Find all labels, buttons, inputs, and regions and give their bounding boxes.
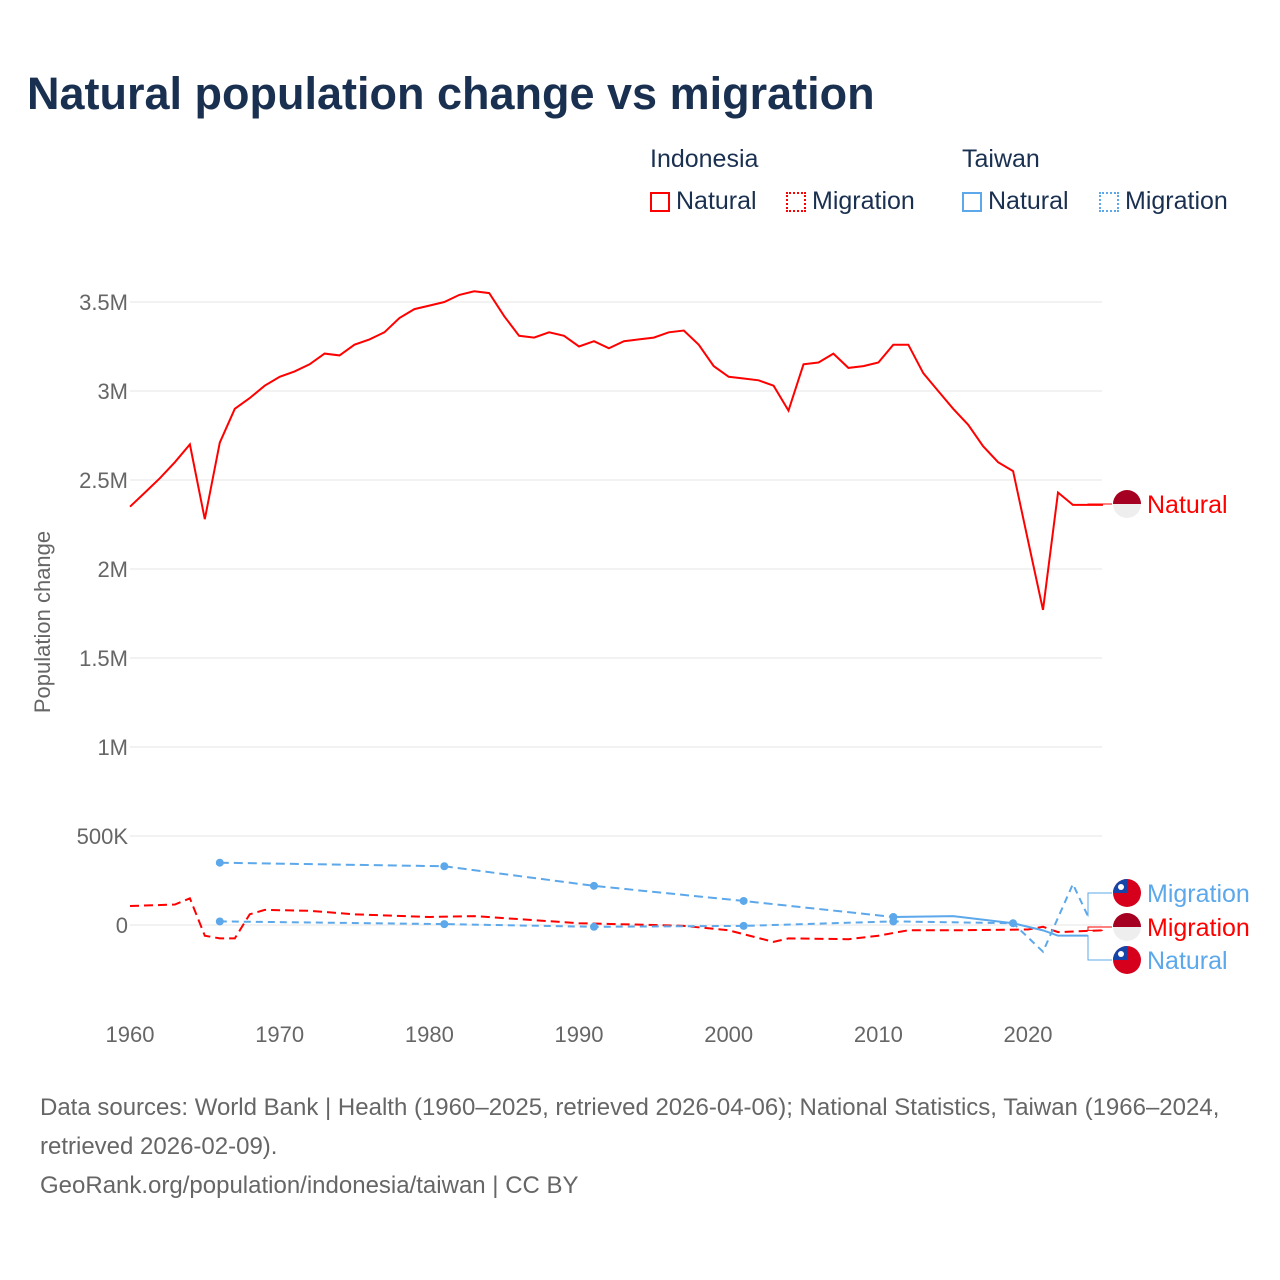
series-line-taiwan-migration bbox=[219, 881, 1089, 954]
legend-indonesia-migration[interactable]: Migration bbox=[786, 187, 915, 216]
x-tick-label: 1990 bbox=[555, 1022, 604, 1047]
x-tick-label: 1980 bbox=[405, 1022, 454, 1047]
data-point bbox=[589, 922, 598, 931]
legend-group-taiwan: Taiwan bbox=[962, 145, 1040, 173]
indonesia-flag-icon bbox=[1113, 913, 1141, 927]
legend-swatch-dotted bbox=[786, 192, 806, 212]
taiwan-flag-sun-icon bbox=[1118, 884, 1124, 890]
footer: Data sources: World Bank | Health (1960–… bbox=[40, 1088, 1250, 1205]
y-tick-label: 2.5M bbox=[79, 468, 128, 493]
legend-swatch-dotted bbox=[1099, 192, 1119, 212]
x-tick-label: 1960 bbox=[106, 1022, 155, 1047]
attribution-link[interactable]: GeoRank.org/population/indonesia/taiwan … bbox=[40, 1172, 579, 1199]
legend-group-indonesia: Indonesia bbox=[650, 145, 759, 173]
legend-label: Natural bbox=[676, 187, 757, 215]
data-sources: Data sources: World Bank | Health (1960–… bbox=[40, 1094, 1220, 1160]
x-tick-label: 2000 bbox=[704, 1022, 753, 1047]
data-point bbox=[739, 896, 748, 905]
series-end-label: Migration bbox=[1147, 914, 1250, 942]
legend-swatch-solid bbox=[650, 192, 670, 212]
series-end-label: Natural bbox=[1147, 491, 1228, 519]
taiwan-flag-sun-icon bbox=[1118, 951, 1124, 957]
y-tick-label: 1M bbox=[97, 735, 128, 760]
legend-label: Migration bbox=[1125, 187, 1228, 215]
series-line-taiwan-natural-gap bbox=[219, 861, 894, 918]
data-point bbox=[440, 862, 449, 871]
y-tick-label: 0 bbox=[116, 913, 128, 938]
indonesia-flag-icon bbox=[1113, 490, 1141, 504]
label-connector bbox=[1087, 935, 1112, 961]
data-point bbox=[889, 917, 898, 926]
data-point bbox=[589, 881, 598, 890]
legend-label: Migration bbox=[812, 187, 915, 215]
series-line-taiwan-natural bbox=[893, 915, 1088, 937]
chart-title: Natural population change vs migration bbox=[27, 68, 875, 119]
x-tick-label: 2020 bbox=[1004, 1022, 1053, 1047]
y-tick-label: 2M bbox=[97, 557, 128, 582]
series-line-indonesia-natural bbox=[129, 290, 1103, 611]
label-connector bbox=[1087, 892, 1112, 917]
y-tick-label: 3M bbox=[97, 379, 128, 404]
y-tick-label: 3.5M bbox=[79, 290, 128, 315]
indonesia-flag-icon bbox=[1113, 927, 1141, 941]
legend-label: Natural bbox=[988, 187, 1069, 215]
data-point bbox=[1009, 919, 1018, 928]
data-point bbox=[215, 858, 224, 867]
series-end-label: Natural bbox=[1147, 947, 1228, 975]
series-line-indonesia-migration bbox=[129, 896, 1103, 943]
series-end-label: Migration bbox=[1147, 880, 1250, 908]
y-tick-label: 1.5M bbox=[79, 646, 128, 671]
legend-swatch-solid bbox=[962, 192, 982, 212]
x-tick-label: 2010 bbox=[854, 1022, 903, 1047]
legend-indonesia-natural[interactable]: Natural bbox=[650, 187, 757, 216]
x-tick-label: 1970 bbox=[255, 1022, 304, 1047]
label-connector bbox=[1087, 926, 1112, 931]
legend-taiwan-natural[interactable]: Natural bbox=[962, 187, 1069, 216]
label-connector bbox=[1087, 503, 1112, 506]
legend-taiwan-migration[interactable]: Migration bbox=[1099, 187, 1228, 216]
data-point bbox=[440, 920, 449, 929]
data-point bbox=[215, 917, 224, 926]
y-tick-label: 500K bbox=[77, 824, 129, 849]
data-point bbox=[739, 921, 748, 930]
y-axis-label: Population change bbox=[30, 531, 55, 713]
indonesia-flag-icon bbox=[1113, 504, 1141, 518]
